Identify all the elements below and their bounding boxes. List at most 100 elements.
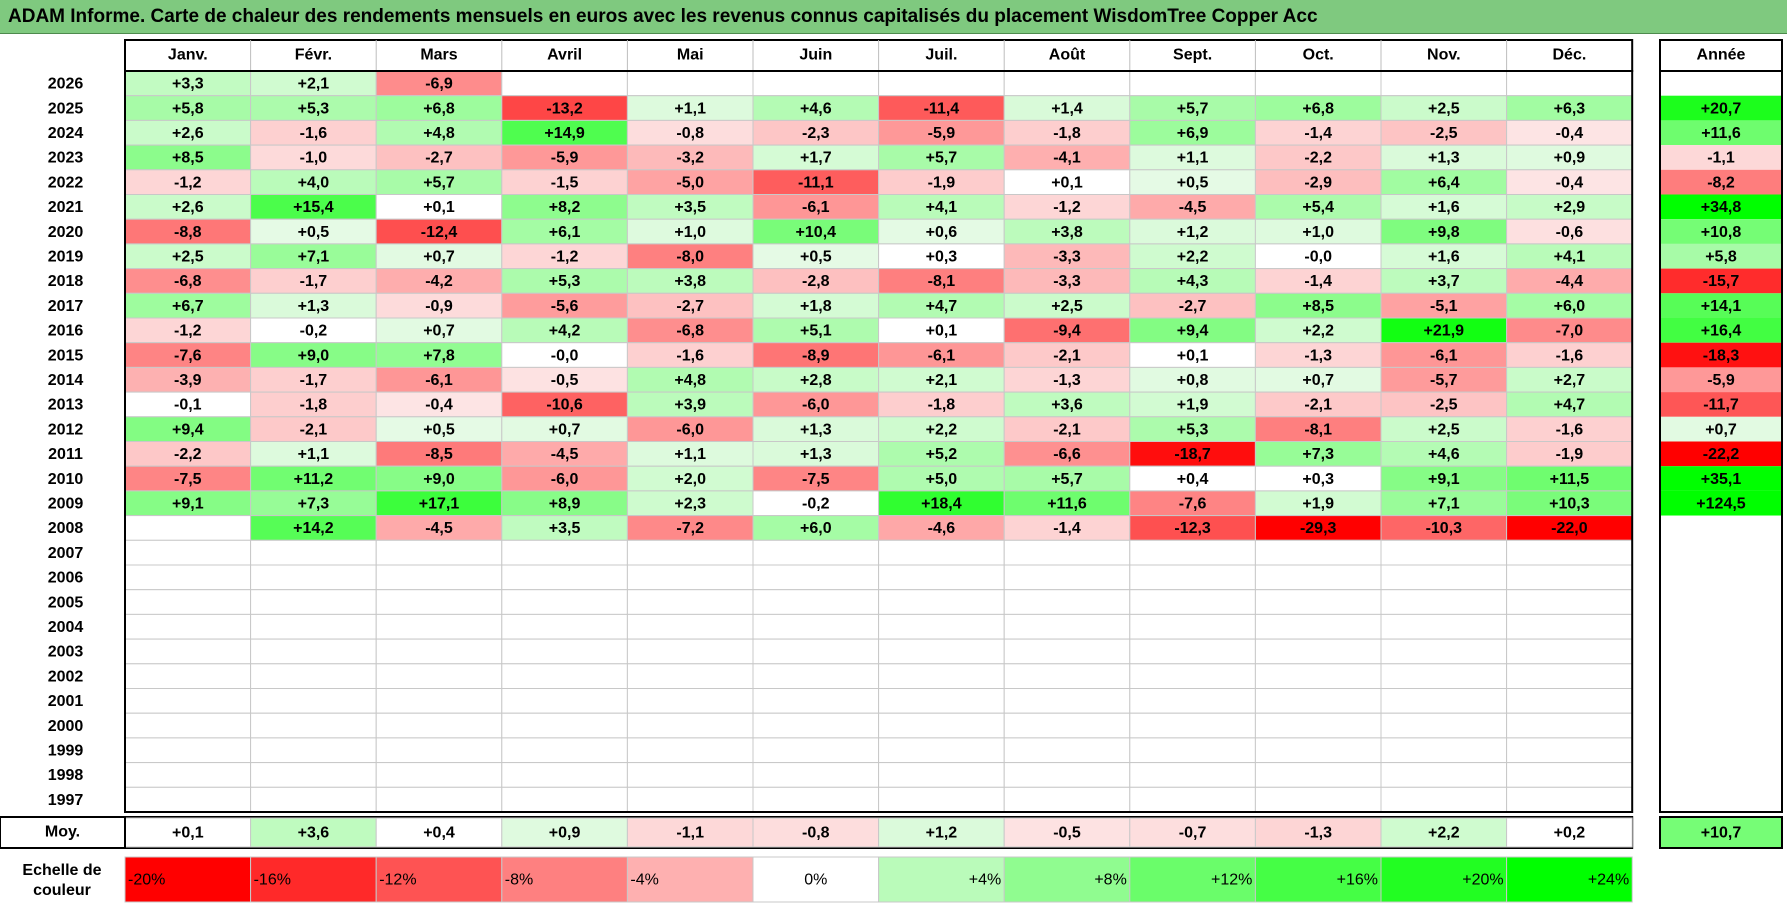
heatmap-cell <box>250 194 377 220</box>
color-scale-value: -16% <box>254 872 291 889</box>
cell-value: -29,3 <box>1300 520 1337 537</box>
cell-value: -1,4 <box>1304 125 1332 142</box>
heatmap-cell <box>626 613 754 640</box>
annual-cell <box>1660 169 1782 195</box>
month-header-label: Avril <box>547 47 582 64</box>
heatmap-cell <box>124 342 252 368</box>
cell-value: +1,9 <box>1302 495 1334 512</box>
cell-value: +4,6 <box>1428 446 1460 463</box>
heatmap-cell <box>1506 194 1633 220</box>
average-annual-cell <box>1659 816 1783 849</box>
color-scale-value: +12% <box>1211 872 1252 889</box>
average-cell <box>752 817 880 848</box>
cell-value: -12,4 <box>421 224 458 241</box>
heatmap-cell <box>626 712 754 739</box>
cell-value: +2,3 <box>674 495 706 512</box>
cell-value: -1,2 <box>551 248 579 265</box>
cell-value: -6,1 <box>928 347 956 364</box>
color-scale-value: +16% <box>1337 872 1378 889</box>
cell-value: -3,3 <box>1053 273 1081 290</box>
cell-value: -1,6 <box>1556 347 1584 364</box>
heatmap-cell <box>752 465 880 492</box>
heatmap-cell <box>375 638 503 665</box>
heatmap-cell <box>1254 712 1382 739</box>
year-label: 2006 <box>48 570 84 587</box>
color-scale-swatch <box>1380 856 1508 903</box>
cell-value: +9,0 <box>298 347 330 364</box>
cell-value: +5,3 <box>1177 421 1209 438</box>
heatmap-cell <box>501 688 628 714</box>
heatmap-cell <box>124 564 252 591</box>
cell-value: +8,2 <box>549 199 581 216</box>
annual-cell <box>1660 194 1782 220</box>
heatmap-cell <box>878 194 1005 220</box>
cell-value: +5,4 <box>1302 199 1334 216</box>
cell-value: -2,7 <box>1179 298 1207 315</box>
heatmap-cell <box>1506 638 1633 665</box>
cell-value: +1,3 <box>298 298 330 315</box>
cell-value: +6,9 <box>1177 125 1209 142</box>
cell-value: +2,2 <box>926 421 958 438</box>
cell-value: -1,8 <box>928 397 956 414</box>
heatmap-cell <box>250 613 377 640</box>
cell-value: +8,9 <box>549 495 581 512</box>
cell-value: -1,9 <box>928 174 956 191</box>
year-label: 2010 <box>48 471 84 488</box>
cell-value: -1,4 <box>1053 520 1081 537</box>
heatmap-cell <box>878 515 1005 541</box>
year-label: 2002 <box>48 668 84 685</box>
cell-value: +0,6 <box>926 224 958 241</box>
color-scale-value: -12% <box>379 872 416 889</box>
heatmap-cell <box>878 95 1005 121</box>
heatmap-cell <box>878 688 1005 714</box>
cell-value: +0,5 <box>298 224 330 241</box>
color-scale-value: -4% <box>630 872 658 889</box>
color-scale-label: Echelle de <box>22 862 101 879</box>
heatmap-cell <box>878 342 1005 368</box>
cell-value: +4,2 <box>549 323 581 340</box>
cell-value: +5,8 <box>172 100 204 117</box>
cell-value: -4,5 <box>1179 199 1207 216</box>
cell-value: -8,8 <box>174 224 202 241</box>
cell-value: -2,1 <box>1053 421 1081 438</box>
heatmap-cell <box>1380 268 1508 294</box>
heatmap-cell <box>626 194 754 220</box>
heatmap-cell <box>1380 762 1508 788</box>
heatmap-cell <box>1129 342 1256 368</box>
heatmap-cell <box>1003 564 1131 591</box>
heatmap-cell <box>626 441 754 467</box>
cell-value: +4,6 <box>800 100 832 117</box>
heatmap-cell <box>878 663 1005 689</box>
cell-value: -0,8 <box>676 125 704 142</box>
annual-header-label: Année <box>1697 47 1746 64</box>
color-scale-swatch <box>1129 856 1256 903</box>
heatmap-cell <box>1129 539 1256 566</box>
heatmap-cell <box>124 292 252 319</box>
average-value: +2,2 <box>1428 825 1460 842</box>
cell-value: -6,1 <box>425 372 453 389</box>
color-scale-value: 0% <box>804 872 827 889</box>
annual-value: -22,2 <box>1703 446 1740 463</box>
cell-value: +4,7 <box>926 298 958 315</box>
average-cell <box>1254 817 1382 848</box>
heatmap-cell <box>878 490 1005 517</box>
cell-value: -0,0 <box>551 347 579 364</box>
heatmap-cell <box>1506 564 1633 591</box>
heatmap-cell <box>1254 342 1382 368</box>
average-cell <box>1380 817 1508 848</box>
color-scale-swatch <box>878 856 1005 903</box>
heatmap-cell <box>124 218 252 245</box>
cell-value: +1,3 <box>1428 150 1460 167</box>
cell-value: +5,2 <box>926 446 958 463</box>
annual-value: +14,1 <box>1701 298 1742 315</box>
heatmap-cell <box>878 638 1005 665</box>
cell-value: +7,3 <box>298 495 330 512</box>
heatmap-cell <box>375 268 503 294</box>
cell-value: +0,7 <box>1302 372 1334 389</box>
cell-value: +5,3 <box>549 273 581 290</box>
cell-value: +21,9 <box>1424 323 1465 340</box>
heatmap-cell <box>878 589 1005 615</box>
heatmap-cell <box>1129 292 1256 319</box>
cell-value: -2,8 <box>802 273 830 290</box>
cell-value: -7,5 <box>174 471 202 488</box>
